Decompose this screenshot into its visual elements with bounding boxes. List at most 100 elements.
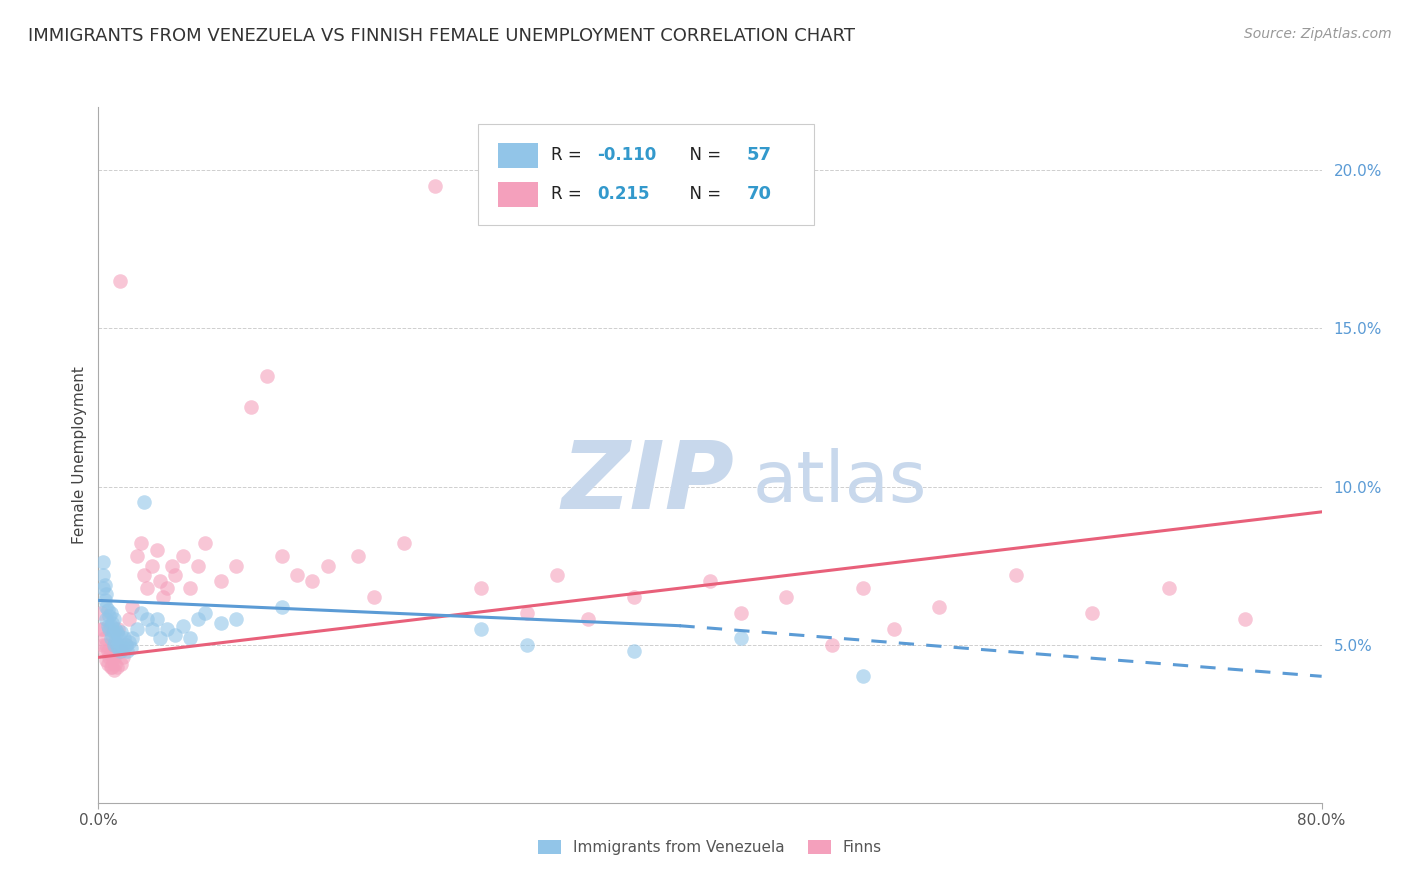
Point [775,591,797,605]
Point [90,622,112,636]
Point [129,536,152,550]
Point [363,591,385,605]
Point [97,603,120,617]
Point [100,660,122,674]
Point [285,568,308,582]
Point [160,558,183,573]
Point [98,650,121,665]
Point [270,599,292,614]
Point [115,638,138,652]
Point [1234,612,1257,626]
Point [94,638,117,652]
Text: atlas: atlas [752,449,927,517]
Point [108,644,131,658]
Point [100,618,122,632]
Point [256,368,278,383]
Point [94,599,117,614]
Point [97,644,120,658]
Point [101,660,124,674]
Text: Source: ZipAtlas.com: Source: ZipAtlas.com [1244,27,1392,41]
Point [103,638,125,652]
Point [149,574,172,589]
Point [100,647,122,661]
Point [928,599,950,614]
FancyBboxPatch shape [478,124,814,226]
Point [100,632,122,646]
Point [108,274,131,288]
Point [94,612,117,626]
Point [91,638,114,652]
Text: R =: R = [551,146,588,164]
Point [118,634,141,648]
Legend: Immigrants from Venezuela, Finns: Immigrants from Venezuela, Finns [531,834,889,862]
Point [172,549,194,563]
Point [103,625,125,640]
Text: ZIP: ZIP [561,437,734,529]
Point [110,625,132,640]
Point [270,549,292,563]
Y-axis label: Female Unemployment: Female Unemployment [72,366,87,544]
Point [209,615,232,630]
Point [623,644,645,658]
Point [301,574,323,589]
Text: 0.215: 0.215 [598,185,650,203]
Point [101,628,124,642]
Point [576,612,599,626]
Point [470,622,492,636]
Point [163,568,186,582]
Point [107,622,129,636]
Point [145,612,167,626]
Point [179,581,201,595]
Point [125,549,148,563]
Point [107,628,129,642]
Point [104,622,127,636]
Point [115,638,138,652]
Point [91,581,114,595]
Point [470,581,492,595]
Point [240,401,263,415]
Point [105,638,128,652]
Point [103,612,125,626]
Point [110,644,132,658]
Point [121,632,143,646]
Point [91,556,114,570]
Text: IMMIGRANTS FROM VENEZUELA VS FINNISH FEMALE UNEMPLOYMENT CORRELATION CHART: IMMIGRANTS FROM VENEZUELA VS FINNISH FEM… [28,27,855,45]
Point [103,663,125,677]
Point [91,568,114,582]
Point [516,606,538,620]
Point [117,644,139,658]
Point [97,657,120,671]
Point [347,549,370,563]
Point [134,495,156,509]
Point [852,581,875,595]
Point [194,536,217,550]
Point [105,625,128,640]
Point [93,593,115,607]
Text: R =: R = [551,185,592,203]
Text: -0.110: -0.110 [598,146,657,164]
Point [141,558,163,573]
Point [118,612,141,626]
Point [103,650,125,665]
Text: 70: 70 [747,185,772,203]
Point [125,622,148,636]
Point [225,612,247,626]
Point [112,632,135,646]
Point [145,542,167,557]
Point [316,558,339,573]
Point [194,606,217,620]
Point [852,669,875,683]
Point [883,622,905,636]
Point [392,536,416,550]
Point [136,581,159,595]
Text: 57: 57 [747,146,772,164]
Bar [498,182,537,207]
Point [156,622,179,636]
Point [94,587,117,601]
Point [163,628,186,642]
Point [129,606,152,620]
Point [730,632,752,646]
Point [699,574,721,589]
Point [120,640,142,655]
Point [101,615,124,630]
